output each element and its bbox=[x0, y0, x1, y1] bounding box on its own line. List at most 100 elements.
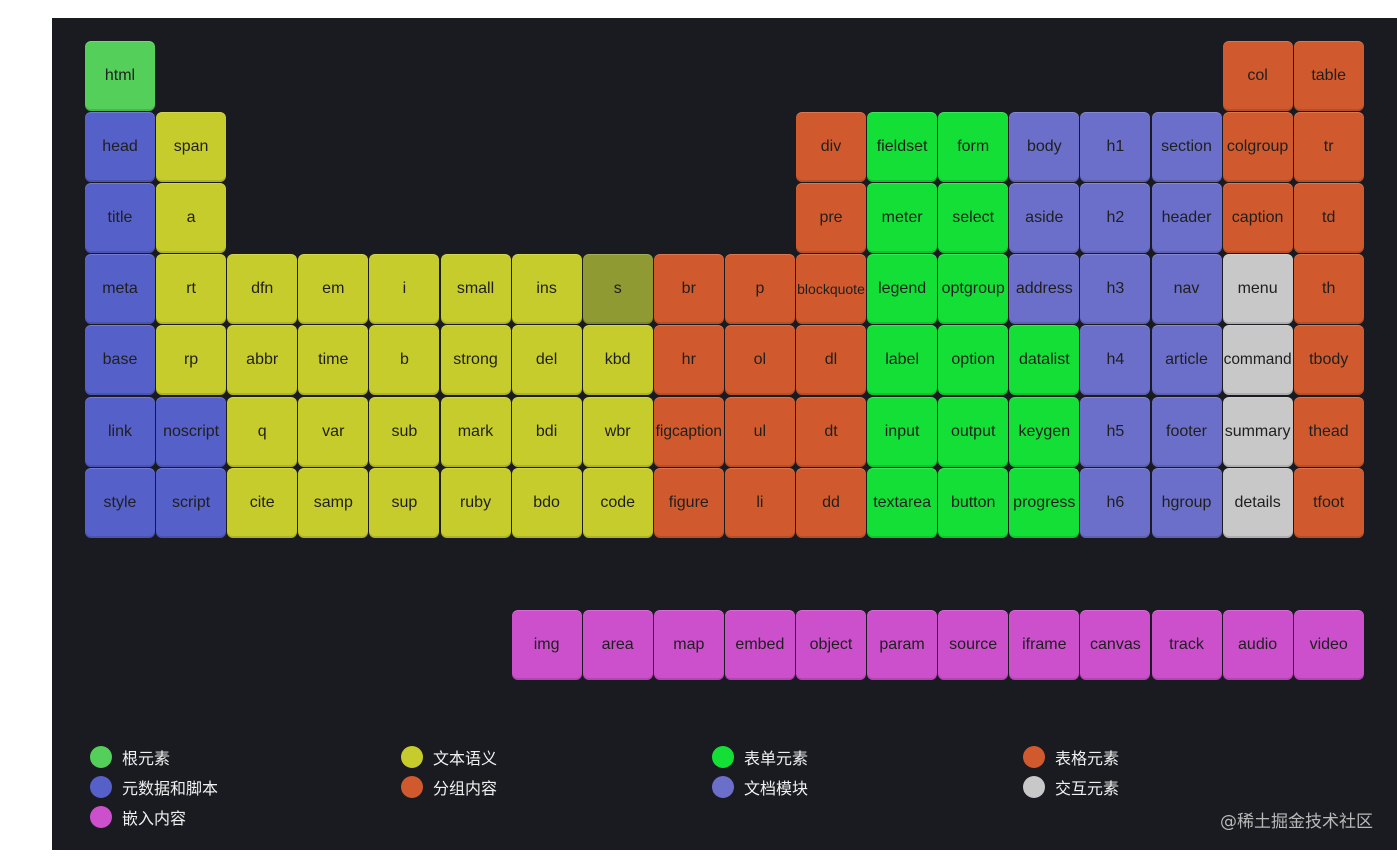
element-tile-label: abbr bbox=[246, 351, 279, 369]
legend-label: 嵌入内容 bbox=[122, 809, 187, 828]
element-tile-label: ins bbox=[536, 280, 557, 298]
element-tile-kbd: kbd bbox=[582, 325, 653, 396]
element-tile-mark: mark bbox=[440, 396, 511, 467]
element-tile-label: body bbox=[1026, 138, 1062, 156]
element-tile-q: q bbox=[227, 396, 298, 467]
legend-item-form: 表单元素 bbox=[712, 744, 808, 770]
element-tile-div: div bbox=[796, 112, 866, 183]
element-tile-sub: sub bbox=[369, 396, 440, 467]
element-tile-label: dl bbox=[824, 351, 838, 369]
element-tile-label: tr bbox=[1323, 138, 1334, 156]
legend-label: 分组内容 bbox=[433, 779, 498, 798]
element-tile-cite: cite bbox=[227, 467, 298, 538]
element-tile-label: blockquote bbox=[797, 281, 865, 298]
element-tile-meter: meter bbox=[867, 183, 938, 254]
element-tile-ol: ol bbox=[724, 325, 795, 396]
element-tile-nav: nav bbox=[1151, 254, 1222, 325]
legend-item-interactive: 交互元素 bbox=[1023, 774, 1119, 800]
element-tile-label: select bbox=[952, 209, 995, 227]
element-tile-label: script bbox=[171, 493, 211, 511]
element-tile-label: textarea bbox=[873, 493, 931, 511]
element-tile-html: html bbox=[85, 41, 155, 111]
element-tile-label: sup bbox=[391, 493, 418, 511]
element-tile-keygen: keygen bbox=[1009, 396, 1080, 467]
element-tile-label: ruby bbox=[459, 493, 492, 511]
element-tile-h3: h3 bbox=[1080, 254, 1151, 325]
element-tile-li: li bbox=[724, 467, 795, 538]
element-tile-label: col bbox=[1247, 67, 1268, 84]
element-tile-tr: tr bbox=[1293, 112, 1364, 183]
element-tile-base: base bbox=[85, 325, 155, 396]
element-tile-param: param bbox=[867, 609, 938, 680]
element-tile-hr: hr bbox=[653, 325, 724, 396]
legend-label: 表格元素 bbox=[1055, 749, 1120, 768]
legend-label: 表单元素 bbox=[744, 749, 809, 768]
legend-swatch bbox=[1023, 776, 1045, 798]
element-tile-label: var bbox=[322, 422, 345, 440]
element-tile-dfn: dfn bbox=[227, 254, 298, 325]
element-tile-script: script bbox=[156, 467, 227, 538]
element-tile-td: td bbox=[1293, 183, 1364, 254]
element-tile-label: img bbox=[533, 635, 560, 653]
element-tile-label: nav bbox=[1173, 280, 1200, 298]
element-tile-textarea: textarea bbox=[867, 467, 938, 538]
element-tile-label: legend bbox=[878, 280, 927, 298]
legend-swatch bbox=[1023, 746, 1045, 768]
element-tile-label: h1 bbox=[1106, 138, 1125, 156]
element-tile-br: br bbox=[653, 254, 724, 325]
legend-swatch bbox=[712, 776, 734, 798]
legend-label: 文档模块 bbox=[744, 779, 809, 798]
element-tile-table: table bbox=[1293, 41, 1364, 111]
element-tile-img: img bbox=[511, 609, 582, 680]
element-tile-meta: meta bbox=[85, 254, 155, 325]
element-tile-code: code bbox=[582, 467, 653, 538]
element-tile-label: mark bbox=[457, 422, 494, 440]
element-tile-th: th bbox=[1293, 254, 1364, 325]
element-tile-legend: legend bbox=[867, 254, 938, 325]
element-tile-area: area bbox=[582, 609, 653, 680]
element-tile-label: label bbox=[885, 351, 919, 369]
element-tile-form: form bbox=[938, 112, 1009, 183]
element-tile-address: address bbox=[1009, 254, 1080, 325]
element-tile-label: span bbox=[173, 138, 209, 156]
element-tile-label: progress bbox=[1013, 493, 1076, 511]
element-tile-label: rp bbox=[183, 351, 199, 369]
element-tile-time: time bbox=[298, 325, 369, 396]
element-tile-label: p bbox=[755, 280, 765, 298]
element-tile-audio: audio bbox=[1222, 609, 1293, 680]
element-tile-label: source bbox=[949, 635, 998, 653]
element-tile-label: html bbox=[104, 67, 136, 84]
element-tile-details: details bbox=[1222, 467, 1293, 538]
element-tile-object: object bbox=[796, 609, 866, 680]
element-tile-label: ul bbox=[753, 422, 767, 440]
element-tile-track: track bbox=[1151, 609, 1222, 680]
element-tile-b: b bbox=[369, 325, 440, 396]
element-tile-label: article bbox=[1165, 351, 1208, 369]
element-tile-aside: aside bbox=[1009, 183, 1080, 254]
legend-swatch bbox=[401, 746, 423, 768]
element-tile-label: thead bbox=[1308, 422, 1349, 440]
legend-swatch bbox=[90, 806, 112, 828]
element-tile-h5: h5 bbox=[1080, 396, 1151, 467]
element-tile-caption: caption bbox=[1222, 183, 1293, 254]
element-tile-strong: strong bbox=[440, 325, 511, 396]
element-tile-label: label bbox=[867, 325, 938, 396]
element-tile-bdo: bdo bbox=[511, 467, 582, 538]
element-tile-header: header bbox=[1151, 183, 1222, 254]
element-tile-h6: h6 bbox=[1080, 467, 1151, 538]
element-tile-label: hgroup bbox=[1161, 493, 1212, 511]
element-tile-label: input bbox=[884, 422, 920, 440]
element-tile-label: h2 bbox=[1106, 209, 1125, 227]
element-tile-i: i bbox=[369, 254, 440, 325]
periodic-table-panel: html col table head span div fieldset form body h… bbox=[52, 18, 1397, 850]
element-tile-label: dt bbox=[824, 422, 838, 440]
element-tile-fieldset: fieldset bbox=[867, 112, 938, 183]
element-tile-video: video bbox=[1293, 609, 1364, 680]
element-tile-dt: dt bbox=[796, 396, 866, 467]
element-tile-label: command bbox=[1223, 351, 1292, 369]
element-tile-label: figcaption bbox=[655, 422, 722, 440]
element-tile-button: button bbox=[938, 467, 1009, 538]
element-tile-label: h5 bbox=[1106, 422, 1125, 440]
element-tile-label: meta bbox=[102, 280, 138, 298]
element-tile-bdi: bdi bbox=[511, 396, 582, 467]
